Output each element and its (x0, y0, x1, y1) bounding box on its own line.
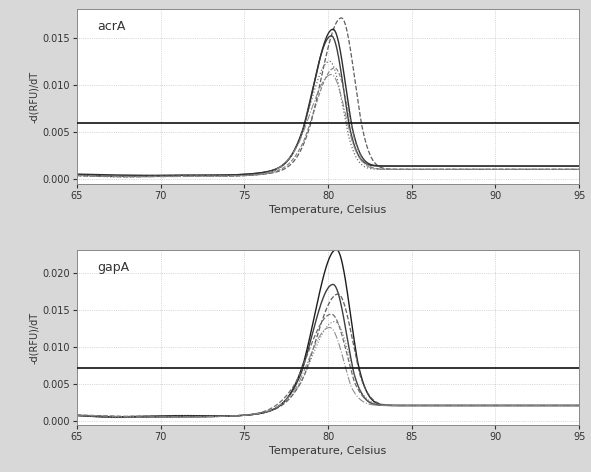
X-axis label: Temperature, Celsius: Temperature, Celsius (269, 446, 387, 456)
Y-axis label: -d(RFU)/dT: -d(RFU)/dT (30, 71, 40, 123)
Y-axis label: -d(RFU)/dT: -d(RFU)/dT (30, 312, 40, 363)
X-axis label: Temperature, Celsius: Temperature, Celsius (269, 205, 387, 215)
Text: acrA: acrA (97, 20, 125, 33)
Text: gapA: gapA (97, 261, 129, 274)
